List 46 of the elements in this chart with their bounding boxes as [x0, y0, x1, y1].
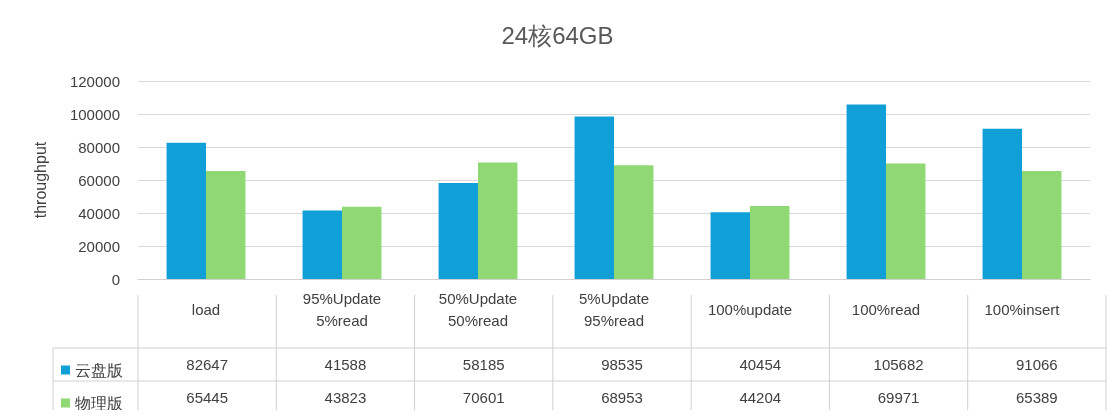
bar — [614, 165, 654, 279]
y-tick-label: 20000 — [78, 237, 120, 255]
legend-label: 云盘版 — [75, 361, 123, 379]
y-tick-label: 40000 — [78, 204, 120, 222]
y-tick-label: 0 — [111, 270, 120, 288]
x-tick-label: load — [191, 300, 221, 318]
data-label: 44204 — [739, 389, 782, 406]
data-label: 58185 — [462, 356, 505, 373]
bar — [1022, 171, 1062, 279]
data-label: 65445 — [186, 389, 228, 406]
x-tick-label: 50%Update 50%read — [438, 289, 518, 329]
bar — [846, 104, 886, 279]
data-label: 68953 — [601, 389, 643, 406]
x-tick-label: 100%insert — [984, 300, 1061, 318]
bar — [982, 128, 1022, 279]
data-label: 41588 — [324, 356, 367, 373]
bar — [438, 182, 478, 279]
x-tick-label: 95%Update 5%read — [302, 289, 382, 329]
data-label: 65389 — [1016, 389, 1058, 406]
data-label: 98535 — [601, 356, 643, 373]
y-tick-label: 120000 — [69, 72, 120, 90]
bar — [478, 162, 518, 279]
bar — [302, 210, 342, 279]
bar — [710, 212, 750, 279]
x-tick-label: 100%update — [707, 300, 793, 318]
legend-label: 物理版 — [75, 394, 123, 412]
data-label: 40454 — [739, 356, 782, 373]
bar — [206, 171, 246, 279]
y-axis-title: throughput — [31, 141, 49, 219]
data-label: 69971 — [877, 389, 920, 406]
bar — [166, 142, 206, 279]
chart-title: 24核64GB — [501, 21, 614, 49]
y-tick-label: 100000 — [69, 105, 120, 123]
bar — [750, 206, 790, 279]
data-label: 43823 — [324, 389, 367, 406]
bar — [886, 163, 926, 279]
x-tick-label: 5%Update 95%read — [578, 289, 650, 329]
data-label: 91066 — [1016, 356, 1058, 373]
bar — [342, 206, 382, 279]
y-tick-label: 80000 — [78, 138, 120, 156]
y-tick-label: 60000 — [78, 171, 120, 189]
data-label: 82647 — [186, 356, 228, 373]
data-label: 70601 — [462, 389, 505, 406]
x-tick-label: 100%read — [851, 300, 921, 318]
bar — [574, 116, 614, 279]
data-label: 105682 — [873, 356, 924, 373]
